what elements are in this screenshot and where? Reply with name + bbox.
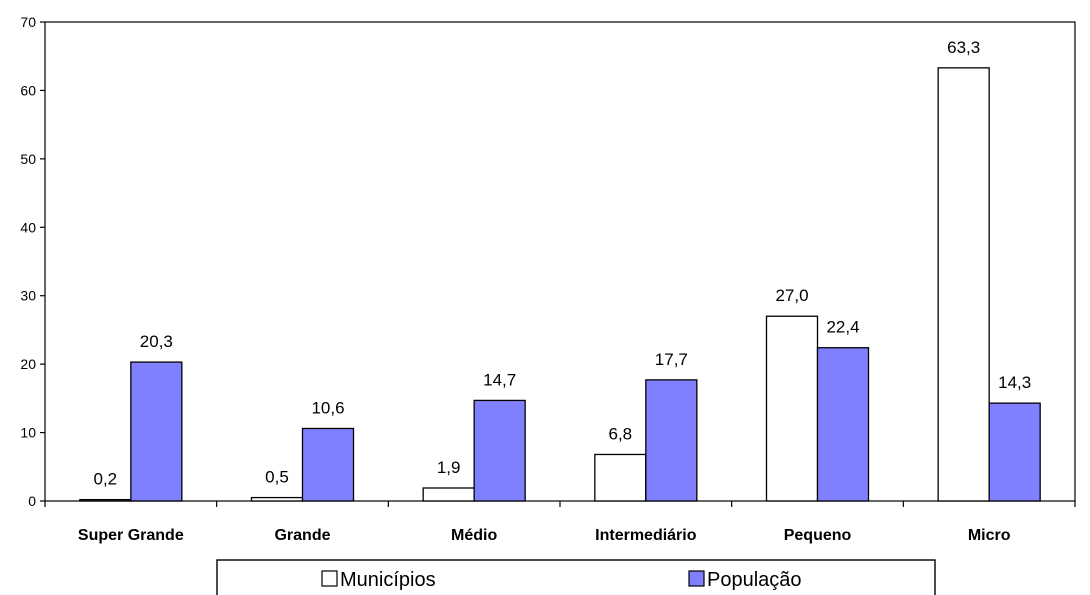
data-label: 17,7	[655, 350, 688, 369]
plot-area-frame	[44, 21, 1076, 502]
data-label: 63,3	[947, 38, 980, 57]
legend-label: Municípios	[340, 569, 436, 591]
y-tick-label: 70	[20, 14, 36, 30]
data-label: 20,3	[140, 332, 173, 351]
data-label: 1,9	[437, 458, 461, 477]
bar-populacao	[301, 427, 355, 502]
bar-populacao	[988, 402, 1041, 502]
bar-municipios	[250, 496, 304, 502]
data-label: 27,0	[775, 286, 808, 305]
data-label: 6,8	[609, 424, 633, 443]
axes: 0 10 20 30 40 50 60 70 Super Grande Grande Médio In…	[20, 14, 1076, 544]
x-category-label: Super Grande	[78, 527, 184, 544]
bar-populacao	[816, 347, 870, 502]
y-tick-label: 30	[20, 288, 36, 304]
data-label: 22,4	[826, 318, 859, 337]
data-label: 14,7	[483, 370, 516, 389]
data-label: 14,3	[998, 373, 1031, 392]
y-tick-label: 50	[20, 151, 36, 167]
legend-label: População	[707, 569, 802, 591]
legend-swatch	[321, 570, 338, 587]
bar-municipios	[79, 498, 132, 502]
x-category-label: Micro	[968, 527, 1011, 544]
bar-municipios	[937, 67, 990, 502]
y-tick-label: 10	[20, 425, 36, 441]
bar-municipios	[422, 487, 475, 502]
y-tick-label: 60	[20, 82, 36, 98]
legend-swatch	[688, 570, 705, 587]
x-category-label: Pequeno	[784, 527, 852, 544]
x-category-label: Médio	[451, 527, 497, 544]
bar-municipios	[594, 453, 647, 502]
bars	[79, 67, 1041, 502]
x-category-label: Intermediário	[595, 527, 697, 544]
legend: Municípios População	[216, 559, 936, 595]
data-label: 10,6	[311, 398, 344, 417]
y-tick-label: 0	[28, 493, 36, 509]
y-tick-label: 40	[20, 219, 36, 235]
bar-populacao	[130, 361, 183, 502]
bar-populacao	[473, 399, 526, 502]
y-tick-label: 20	[20, 356, 36, 372]
data-labels: 0,2 0,5 1,9 6,8 27,0 63,3 20,3 10,6 14,7 17,7 22,4…	[94, 38, 1032, 489]
data-label: 0,2	[94, 470, 118, 489]
bar-municipios	[765, 315, 819, 502]
x-category-label: Grande	[274, 527, 330, 544]
data-label: 0,5	[265, 468, 289, 487]
bar-populacao	[645, 379, 698, 502]
